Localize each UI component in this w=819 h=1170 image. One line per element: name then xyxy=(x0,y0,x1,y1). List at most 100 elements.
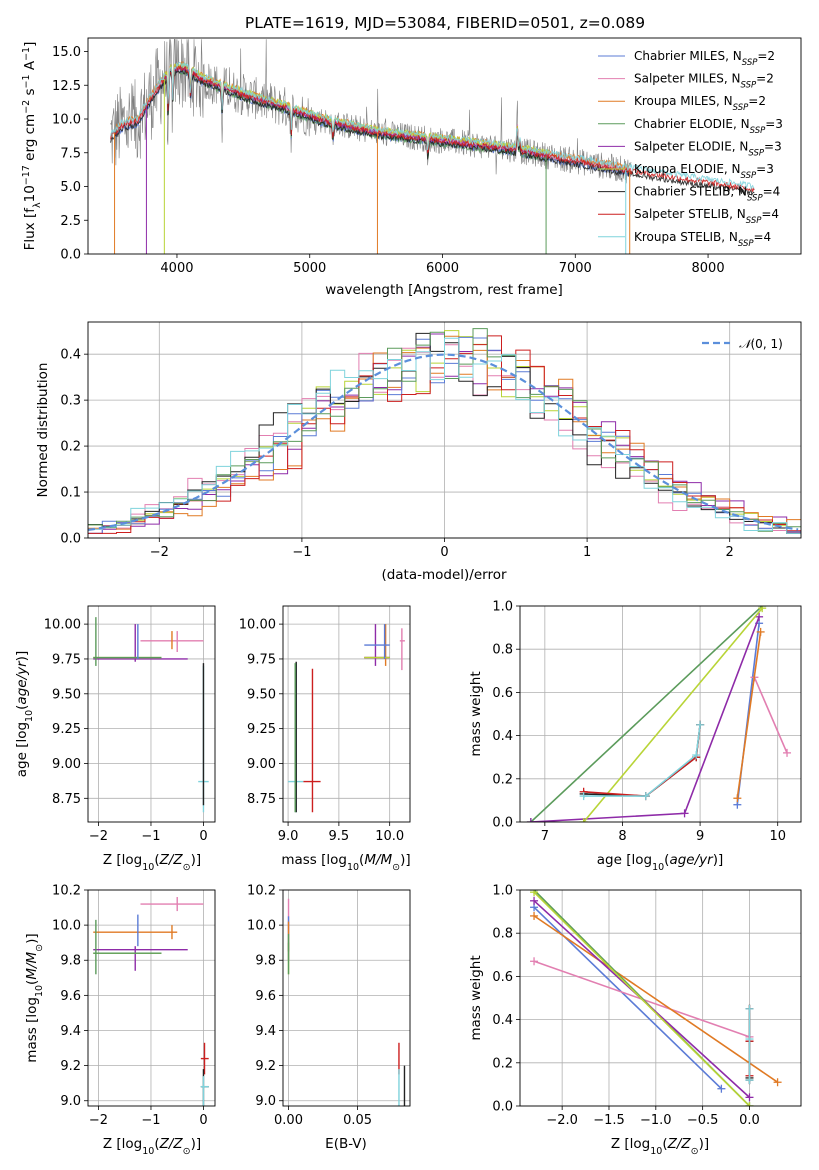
plot-area-residuals xyxy=(88,328,801,534)
axes-mass_vs_ebv: 0.00 0.05 9.0 9.2 9.4 9.6 9.8 10.0 10.2 E(B-V) xyxy=(247,884,411,1152)
x-axis-label: (data-model)/error xyxy=(381,567,507,583)
y-axis-label: mass weight xyxy=(468,671,484,756)
y-tick-label: 8.75 xyxy=(247,792,276,807)
weight-line-salpeter_miles xyxy=(753,676,788,754)
y-tick-label: 0.2 xyxy=(60,440,81,455)
y-tick-label: 0.0 xyxy=(492,1100,513,1115)
axes-frame xyxy=(282,605,411,823)
plot-area-weight_vs_age xyxy=(526,606,792,822)
axes-mass_vs_Z: −2 −1 0 9.0 9.2 9.4 9.6 9.8 10.0 10.2 Z [log10(Z/Z… xyxy=(24,884,216,1157)
legend-label: Kroupa STELIB, NSSP=4 xyxy=(634,230,771,249)
y-tick-label: 9.4 xyxy=(255,1024,276,1039)
y-tick-label: 0.6 xyxy=(492,970,513,985)
x-tick-label: 7000 xyxy=(559,261,592,276)
axes-frame xyxy=(282,889,411,1107)
x-tick-label: −2 xyxy=(150,545,169,560)
y-tick-label: 1.0 xyxy=(492,600,513,615)
y-tick-label: 0.4 xyxy=(60,348,81,363)
model-spectrum-salpeter_stelib xyxy=(110,65,755,193)
y-tick-label: 9.4 xyxy=(60,1024,81,1039)
y-tick-label: 10.00 xyxy=(239,618,276,633)
y-axis-label: mass weight xyxy=(468,955,484,1040)
y-tick-label: 10.2 xyxy=(52,884,81,899)
y-tick-label: 9.25 xyxy=(247,722,276,737)
y-tick-label: 15.0 xyxy=(52,45,81,60)
legend-label: Chabrier STELIB, NSSP=4 xyxy=(634,185,780,204)
legend-label: Kroupa ELODIE, NSSP=3 xyxy=(634,162,774,181)
x-tick-label: 9 xyxy=(696,829,704,844)
y-axis-label: mass [log10(M/M⊙)] xyxy=(24,933,45,1062)
legend-label: Salpeter STELIB, NSSP=4 xyxy=(634,207,779,226)
x-tick-label: 9.0 xyxy=(278,829,299,844)
x-tick-label: 0.00 xyxy=(274,1113,303,1128)
x-axis-label: E(B-V) xyxy=(325,1136,367,1152)
x-axis-label: mass [log10(M/M⊙)] xyxy=(281,852,410,873)
axes-frame xyxy=(87,321,802,539)
plot-area-spectrum xyxy=(110,39,755,254)
y-tick-label: 0.0 xyxy=(60,248,81,263)
weight-line-kroupa_elodie xyxy=(583,607,763,822)
weight-line-kroupa_miles xyxy=(736,631,762,799)
y-tick-label: 8.75 xyxy=(52,792,81,807)
x-tick-label: 9.5 xyxy=(329,829,350,844)
y-axis-label: age [log10(age/yr)] xyxy=(14,651,35,777)
legend-label: 𝒩(0, 1) xyxy=(739,337,783,351)
plot-area-mass_vs_ebv xyxy=(287,898,406,1106)
y-tick-label: 12.5 xyxy=(52,79,81,94)
y-tick-label: 9.6 xyxy=(255,989,276,1004)
axes-frame xyxy=(87,605,216,823)
y-tick-label: 0.8 xyxy=(492,927,513,942)
axes-frame xyxy=(87,37,802,255)
x-tick-label: −1 xyxy=(141,829,160,844)
x-tick-label: −1.5 xyxy=(593,1113,625,1128)
y-tick-label: 0.8 xyxy=(492,643,513,658)
y-tick-label: 7.5 xyxy=(60,146,81,161)
axes-frame xyxy=(519,889,802,1107)
y-tick-label: 9.25 xyxy=(52,722,81,737)
y-tick-label: 10.00 xyxy=(44,618,81,633)
y-tick-label: 9.50 xyxy=(52,687,81,702)
x-tick-label: −1.0 xyxy=(640,1113,672,1128)
plot-area-age_vs_Z xyxy=(93,617,209,813)
y-tick-label: 9.50 xyxy=(247,687,276,702)
y-tick-label: 9.8 xyxy=(60,954,81,969)
axes-weight_vs_Z: −2.0 −1.5 −1.0 −0.5 0.0 0.0 0.2 0.4 0.6 0.8 1.0 Z [… xyxy=(468,884,802,1157)
x-tick-label: 10 xyxy=(769,829,786,844)
x-tick-label: −1 xyxy=(292,545,311,560)
y-axis-label: Normed distribution xyxy=(35,363,51,498)
legend-label: Salpeter ELODIE, NSSP=3 xyxy=(634,139,782,158)
axes-age_vs_mass: 9.0 9.5 10.0 8.75 9.00 9.25 9.50 9.75 10.00 mass … xyxy=(239,605,411,873)
x-tick-label: 0.0 xyxy=(739,1113,760,1128)
y-tick-label: 9.8 xyxy=(255,954,276,969)
y-tick-label: 10.2 xyxy=(247,884,276,899)
gaussian-curve xyxy=(88,353,799,531)
y-tick-label: 0.0 xyxy=(492,816,513,831)
y-tick-label: 10.0 xyxy=(247,919,276,934)
legend-label: Salpeter MILES, NSSP=2 xyxy=(634,72,774,91)
x-axis-label: Z [log10(Z/Z⊙)] xyxy=(611,1136,709,1157)
x-axis-label: Z [log10(Z/Z⊙)] xyxy=(103,1136,201,1157)
x-tick-label: −2 xyxy=(89,1113,108,1128)
weight-line-kroupa_stelib xyxy=(583,724,701,797)
y-tick-label: 0.0 xyxy=(60,532,81,547)
x-tick-label: 6000 xyxy=(426,261,459,276)
plot-area-mass_vs_Z xyxy=(93,897,209,1106)
x-tick-label: 7 xyxy=(541,829,549,844)
x-tick-label: −2 xyxy=(89,829,108,844)
y-tick-label: 10.0 xyxy=(52,919,81,934)
axes-weight_vs_age: 7 8 9 10 0.0 0.2 0.4 0.6 0.8 1.0 age [log10(age/yr… xyxy=(468,600,802,873)
axes-spectrum: 4000 5000 6000 7000 8000 0.0 2.5 5.0 7.5 10.0 12.5… xyxy=(21,37,802,298)
y-tick-label: 0.2 xyxy=(492,1056,513,1071)
y-tick-label: 9.2 xyxy=(255,1059,276,1074)
axes-age_vs_Z: −2 −1 0 8.75 9.00 9.25 9.50 9.75 10.00 Z [log10(Z… xyxy=(14,605,216,873)
y-tick-label: 0.1 xyxy=(60,486,81,501)
y-tick-label: 10.0 xyxy=(52,113,81,128)
x-tick-label: 0 xyxy=(199,829,207,844)
y-tick-label: 9.00 xyxy=(52,757,81,772)
x-tick-label: 8 xyxy=(618,829,626,844)
x-tick-label: −0.5 xyxy=(687,1113,719,1128)
plot-area-weight_vs_Z xyxy=(530,890,782,1106)
y-tick-label: 0.4 xyxy=(492,1013,513,1028)
y-tick-label: 0.2 xyxy=(492,772,513,787)
